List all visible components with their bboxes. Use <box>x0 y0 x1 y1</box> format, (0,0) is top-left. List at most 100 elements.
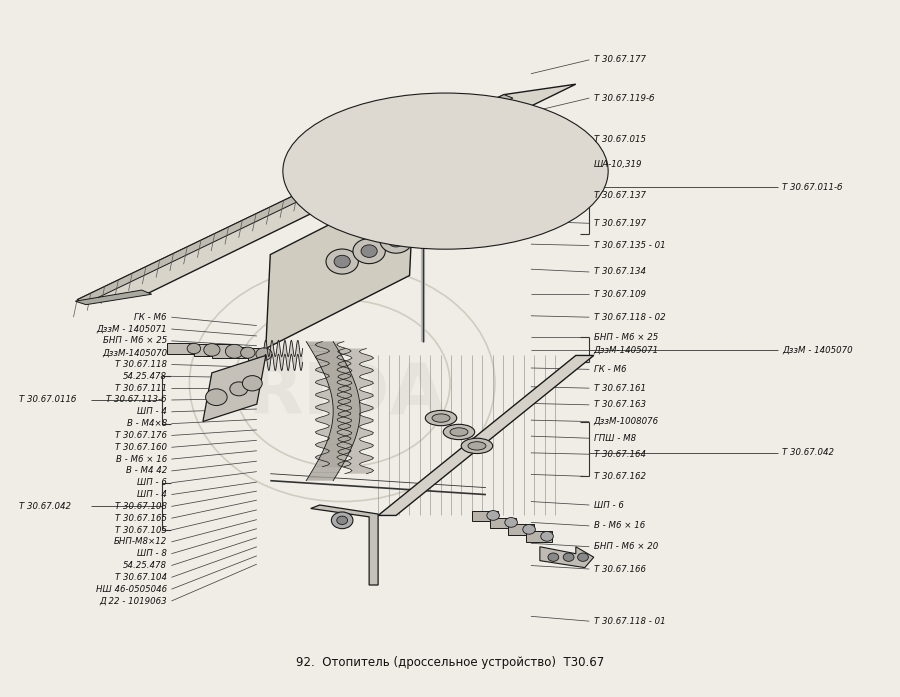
Circle shape <box>331 512 353 528</box>
Text: ШП - 4: ШП - 4 <box>137 407 166 416</box>
Text: Т 30.67.165: Т 30.67.165 <box>115 514 166 523</box>
Circle shape <box>563 553 574 561</box>
Text: 54.25.478: 54.25.478 <box>123 561 166 570</box>
Text: БНП - М6 × 25: БНП - М6 × 25 <box>103 337 166 345</box>
Text: ШП - 8: ШП - 8 <box>137 549 166 558</box>
Text: Т 30.67.162: Т 30.67.162 <box>594 472 646 481</box>
Polygon shape <box>266 181 414 348</box>
Bar <box>212 344 234 358</box>
Ellipse shape <box>380 139 511 203</box>
Text: ДззМ-1008076: ДззМ-1008076 <box>594 417 659 426</box>
Text: Д 22 - 1019063: Д 22 - 1019063 <box>99 597 166 606</box>
Text: ШП - 6: ШП - 6 <box>594 500 624 510</box>
Text: ГК - М6: ГК - М6 <box>594 365 626 374</box>
Circle shape <box>334 255 350 268</box>
Text: В - М4×8: В - М4×8 <box>127 419 166 428</box>
Circle shape <box>326 249 358 274</box>
Ellipse shape <box>468 442 486 450</box>
Text: Т 30.67.118 - 02: Т 30.67.118 - 02 <box>594 313 665 322</box>
Ellipse shape <box>432 414 450 422</box>
Circle shape <box>388 234 404 247</box>
Circle shape <box>337 516 347 524</box>
Text: БНП - М6 × 20: БНП - М6 × 20 <box>594 542 658 551</box>
Text: ДззМ - 1405071: ДззМ - 1405071 <box>96 325 166 334</box>
Ellipse shape <box>450 428 468 436</box>
Text: БНП-М8×12: БНП-М8×12 <box>113 537 166 546</box>
Text: Т 30.67.118 - 01: Т 30.67.118 - 01 <box>594 617 665 626</box>
Bar <box>491 518 516 528</box>
Circle shape <box>541 531 554 541</box>
Text: ШП - 4: ШП - 4 <box>137 490 166 499</box>
Ellipse shape <box>426 411 456 426</box>
Bar <box>526 531 552 542</box>
Text: Т 30.67.137: Т 30.67.137 <box>594 191 646 200</box>
Text: Т 30.67.113-б: Т 30.67.113-б <box>106 395 166 404</box>
Polygon shape <box>77 95 513 303</box>
Bar <box>248 348 264 360</box>
Circle shape <box>505 518 518 527</box>
Text: Т 30.67.161: Т 30.67.161 <box>594 383 646 392</box>
Circle shape <box>523 524 536 534</box>
Polygon shape <box>77 84 576 300</box>
Text: Т 30.67.119-б: Т 30.67.119-б <box>594 93 654 102</box>
Ellipse shape <box>331 116 560 226</box>
Text: Т 30.67.163: Т 30.67.163 <box>594 400 646 409</box>
Ellipse shape <box>283 93 608 250</box>
Ellipse shape <box>299 101 592 241</box>
Circle shape <box>230 382 248 396</box>
Text: Т 30.67.108: Т 30.67.108 <box>115 502 166 511</box>
Text: ДззМ-1405070: ДззМ-1405070 <box>102 348 166 357</box>
Circle shape <box>380 228 412 253</box>
Text: Т 30.67.134: Т 30.67.134 <box>594 268 646 277</box>
Ellipse shape <box>347 124 544 218</box>
Text: Т 30.67.105: Т 30.67.105 <box>115 526 166 535</box>
Bar <box>194 344 212 356</box>
Text: ШП - 6: ШП - 6 <box>137 478 166 487</box>
Circle shape <box>353 238 385 263</box>
Text: Т 30.67.111: Т 30.67.111 <box>115 383 166 392</box>
Polygon shape <box>378 355 594 516</box>
Text: ГПШ - М8: ГПШ - М8 <box>594 434 636 443</box>
Text: ГК - М6: ГК - М6 <box>134 313 166 322</box>
Circle shape <box>205 389 227 406</box>
Bar <box>508 524 534 535</box>
Text: Т 30.67.015: Т 30.67.015 <box>594 135 646 144</box>
Text: Т 30.67.011б: Т 30.67.011б <box>19 395 76 404</box>
Text: RIDA: RIDA <box>248 359 446 428</box>
Circle shape <box>487 511 500 521</box>
Ellipse shape <box>461 438 492 454</box>
Text: 54.25.478: 54.25.478 <box>123 372 166 381</box>
Text: 92.  Отопитель (дроссельное устройство)  Т30.67: 92. Отопитель (дроссельное устройство) Т… <box>296 657 604 669</box>
Circle shape <box>578 553 589 561</box>
Ellipse shape <box>396 147 495 195</box>
Text: Т 30.67.135 - 01: Т 30.67.135 - 01 <box>594 241 665 250</box>
Text: Т 30.67.197: Т 30.67.197 <box>594 219 646 228</box>
Circle shape <box>240 347 255 358</box>
Text: Т 30.67.166: Т 30.67.166 <box>594 565 646 574</box>
Polygon shape <box>202 355 266 422</box>
Text: ДззМ-1405071: ДззМ-1405071 <box>594 346 659 354</box>
Text: В - М6 × 16: В - М6 × 16 <box>116 454 166 464</box>
Text: В - М4 42: В - М4 42 <box>126 466 166 475</box>
Circle shape <box>256 348 272 360</box>
Text: Т 30.67.109: Т 30.67.109 <box>594 290 646 299</box>
Polygon shape <box>310 505 378 585</box>
Text: Т 30.67.042: Т 30.67.042 <box>19 502 71 511</box>
Text: НШ 46-0505046: НШ 46-0505046 <box>95 585 166 594</box>
Text: Т 30.67.118: Т 30.67.118 <box>115 360 166 369</box>
Text: В - М6 × 16: В - М6 × 16 <box>594 521 645 530</box>
Bar <box>472 511 498 521</box>
Polygon shape <box>540 546 594 567</box>
Text: Т 30.67.011-б: Т 30.67.011-б <box>782 183 843 192</box>
Circle shape <box>361 245 377 257</box>
Ellipse shape <box>364 132 527 210</box>
Circle shape <box>242 376 262 391</box>
Text: Т 30.67.042: Т 30.67.042 <box>782 448 834 457</box>
Bar <box>234 347 248 358</box>
Polygon shape <box>76 290 152 305</box>
Text: Т 30.67.177: Т 30.67.177 <box>594 55 646 64</box>
Text: Т 30.67.104: Т 30.67.104 <box>115 573 166 582</box>
Text: ДззМ - 1405070: ДззМ - 1405070 <box>782 346 853 354</box>
Circle shape <box>203 344 220 356</box>
Text: Т 30.67.176: Т 30.67.176 <box>115 431 166 440</box>
